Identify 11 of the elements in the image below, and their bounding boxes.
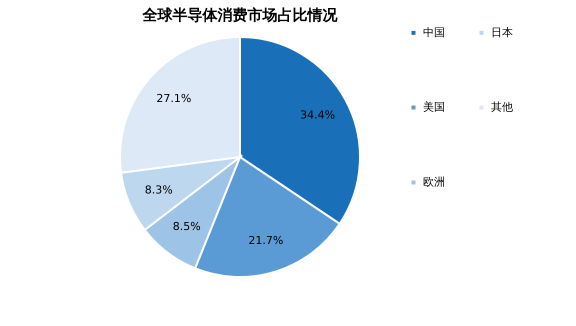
data-label: 21.7%: [248, 234, 284, 248]
data-label: 27.1%: [156, 92, 192, 106]
chart-title: 全球半导体消费市场占比情况: [142, 6, 338, 24]
legend-label: 中国: [423, 26, 445, 39]
legend-label: 其他: [491, 100, 513, 114]
legend-label: 美国: [423, 100, 445, 114]
data-label: 8.5%: [172, 220, 201, 234]
data-label: 8.3%: [144, 184, 173, 197]
legend-label: 欧洲: [423, 176, 445, 188]
legend-label: 日本: [491, 26, 513, 39]
data-label: 34.4%: [300, 108, 336, 122]
